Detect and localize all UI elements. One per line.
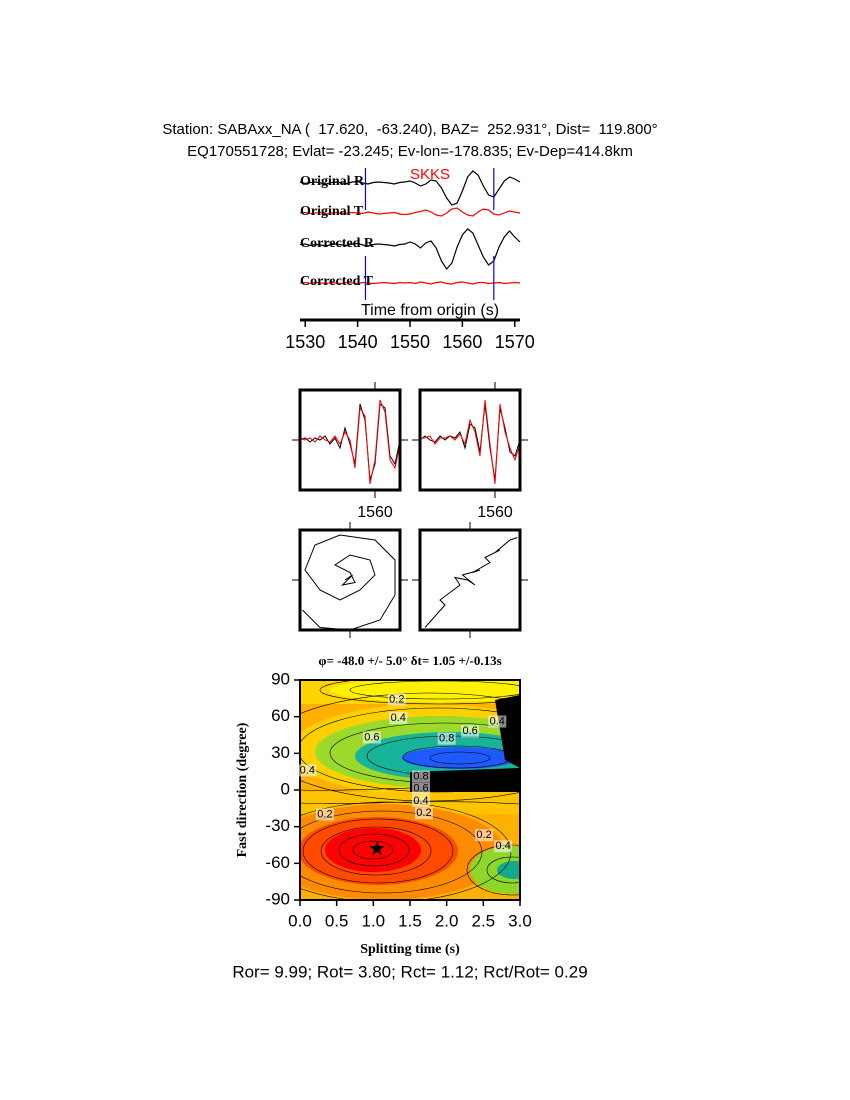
contour-label: 0.8 — [439, 733, 454, 745]
best-fit-star — [369, 840, 385, 856]
trace — [299, 228, 521, 270]
y-tick-label: 90 — [271, 669, 290, 688]
contour-label-box — [475, 829, 494, 842]
waveform — [419, 403, 521, 481]
x-tick-label: 2.0 — [435, 911, 459, 930]
contour-label-box — [389, 711, 408, 724]
trace-label: Corrected R — [300, 236, 375, 251]
phase-label: SKKS — [410, 166, 450, 183]
trace — [299, 207, 521, 217]
trace — [299, 170, 521, 206]
x-tick-label: 1550 — [390, 332, 430, 352]
contour-label: 0.6 — [413, 783, 428, 795]
x-tick-label: 0.0 — [288, 911, 312, 930]
trace-label: Original R — [300, 174, 365, 189]
waveform — [299, 403, 401, 481]
x-tick-label: 1530 — [285, 332, 325, 352]
trace — [299, 281, 521, 285]
x-axis-label: Splitting time (s) — [360, 942, 460, 957]
x-tick-label: 1.5 — [398, 911, 422, 930]
contour-label-box — [362, 731, 381, 744]
contour-label-box — [412, 770, 430, 783]
contour-label: 0.4 — [391, 712, 406, 724]
y-tick-label: -30 — [265, 816, 290, 835]
contour-label: 0.4 — [300, 764, 315, 776]
y-axis-label: Fast direction (degree) — [235, 722, 250, 857]
contour-title: φ= -48.0 +/- 5.0° δt= 1.05 +/-0.13s — [318, 653, 501, 668]
x-tick-label: 3.0 — [508, 911, 532, 930]
y-tick-label: 30 — [271, 743, 290, 762]
contour-label: 0.2 — [476, 829, 491, 841]
contour-label: 0.4 — [490, 715, 505, 727]
station-line: Station: SABAxx_NA ( 17.620, -63.240), B… — [162, 121, 657, 138]
y-tick-label: 60 — [271, 706, 290, 725]
x-tick-label: 1540 — [338, 332, 378, 352]
contour-label: 0.4 — [495, 840, 510, 852]
x-tick-label: 1570 — [495, 332, 535, 352]
panel-frame — [418, 388, 522, 492]
x-tick-label: 2.5 — [472, 911, 496, 930]
particle-motion — [302, 534, 396, 631]
contour-label: 0.4 — [413, 795, 428, 807]
contour-label-box — [315, 808, 334, 821]
contour-label-box — [488, 715, 507, 728]
contour-label: 0.6 — [364, 731, 379, 743]
contour-label: 0.8 — [413, 770, 428, 782]
x-axis-label: Time from origin (s) — [361, 302, 499, 319]
contour-label: 0.2 — [389, 693, 404, 705]
trace-label: Corrected T — [300, 274, 374, 289]
x-tick-label: 1560 — [442, 332, 482, 352]
contour-label: 0.2 — [317, 808, 332, 820]
x-tick-label: 1560 — [357, 504, 393, 521]
contour-label-box — [414, 807, 433, 820]
contour-label-box — [494, 840, 513, 853]
y-tick-label: -90 — [265, 889, 290, 908]
contour-label: 0.2 — [416, 807, 431, 819]
x-tick-label: 0.5 — [325, 911, 349, 930]
contour-label-box — [412, 782, 430, 795]
panel-frame — [418, 528, 522, 632]
contour-label-box — [412, 795, 430, 807]
contour-label: 0.6 — [462, 725, 477, 737]
contour-label-box — [461, 725, 480, 738]
waveform — [420, 399, 521, 485]
particle-motion — [424, 537, 518, 628]
event-line: EQ170551728; Evlat= -23.245; Ev-lon=-178… — [187, 143, 633, 160]
x-tick-label: 1.0 — [362, 911, 386, 930]
footer-stats: Ror= 9.99; Rot= 3.80; Rct= 1.12; Rct/Rot… — [232, 962, 587, 981]
waveform — [299, 399, 401, 485]
contour-label-box — [437, 732, 456, 745]
x-tick-label: 1560 — [477, 504, 513, 521]
y-tick-label: -60 — [265, 853, 290, 872]
trace-label: Original T — [300, 204, 364, 219]
y-tick-label: 0 — [281, 779, 290, 798]
contour-label-box — [298, 764, 317, 777]
contour-label-box — [387, 693, 406, 706]
